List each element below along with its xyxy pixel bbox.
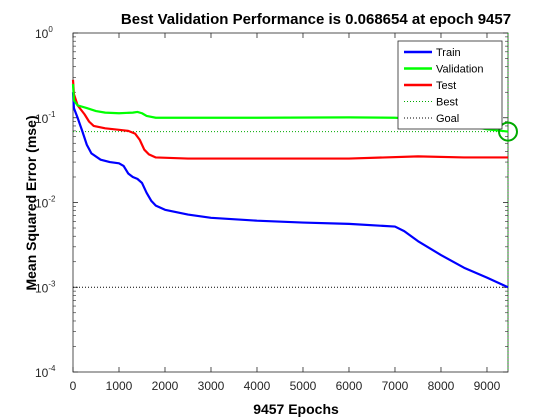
legend-label-test: Test: [436, 80, 456, 92]
x-tick-label: 7000: [382, 379, 409, 393]
y-tick-label-exponent: 0: [48, 25, 53, 34]
x-tick-label: 4000: [244, 379, 271, 393]
x-tick-label: 3000: [198, 379, 225, 393]
y-tick-label-base: 10: [35, 27, 49, 41]
x-tick-label: 9000: [474, 379, 501, 393]
x-tick-label: 1000: [106, 379, 133, 393]
x-tick-label: 8000: [428, 379, 455, 393]
y-tick-label-base: 10: [35, 112, 49, 126]
x-tick-label: 5000: [290, 379, 317, 393]
x-tick-label: 0: [70, 379, 77, 393]
y-tick-label-exponent: -1: [48, 110, 56, 119]
chart-title: Best Validation Performance is 0.068654 …: [121, 11, 511, 28]
y-tick-label-base: 10: [35, 366, 49, 380]
y-tick-label-base: 10: [35, 197, 49, 211]
x-tick-label: 2000: [152, 379, 179, 393]
x-axis-label: 9457 Epochs: [253, 401, 339, 417]
y-tick-label-exponent: -2: [48, 195, 56, 204]
x-tick-label: 6000: [336, 379, 363, 393]
y-tick-label-exponent: -3: [48, 279, 56, 288]
legend-label-validation: Validation: [436, 64, 484, 76]
legend-label-goal: Goal: [436, 113, 459, 125]
y-tick-label-exponent: -4: [48, 364, 56, 373]
plot-area: 0 1000 2000 3000 4000 5000 6000 7000 8000 900010-…: [35, 25, 517, 393]
y-tick-label-base: 10: [35, 281, 49, 295]
legend-label-train: Train: [436, 47, 461, 59]
legend-label-best: Best: [436, 97, 458, 109]
